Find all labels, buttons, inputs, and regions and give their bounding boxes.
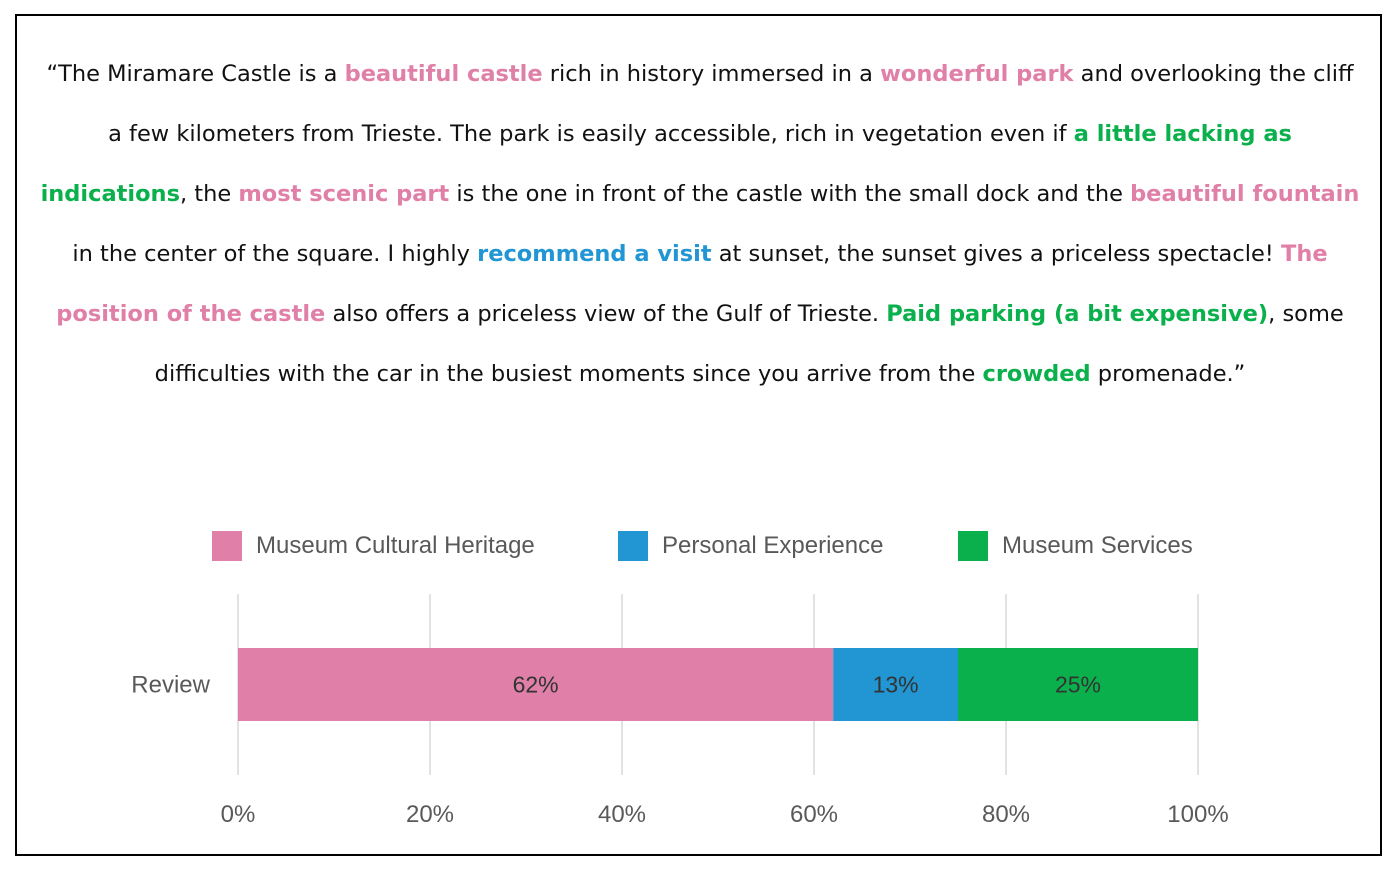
review-text: “The Miramare Castle is a beautiful cast…	[40, 44, 1360, 404]
review-text-segment: rich in history immersed in a	[542, 61, 881, 87]
chart-legend: Museum Cultural Heritage Personal Experi…	[0, 526, 1400, 566]
x-tick-label: 0%	[221, 801, 256, 828]
highlight-services: Paid parking (a bit expensive)	[886, 301, 1269, 327]
highlight-heritage: beautiful fountain	[1130, 181, 1360, 207]
bar-segment-heritage	[238, 648, 834, 721]
legend-label-services: Museum Services	[1002, 532, 1193, 559]
review-text-segment: in the center of the square. I highly	[72, 241, 478, 267]
legend-item-services: Museum Services	[958, 526, 1193, 566]
review-text-segment: at sunset, the sunset gives a priceless …	[711, 241, 1281, 267]
x-tick-label: 20%	[406, 801, 454, 828]
legend-label-heritage: Museum Cultural Heritage	[256, 532, 535, 559]
bar-segment-experience	[833, 648, 958, 721]
highlight-heritage: The position of the castle	[56, 241, 1328, 327]
data-label-experience: 13%	[873, 672, 919, 698]
highlight-experience: recommend a visit	[477, 241, 712, 267]
highlight-heritage: most scenic part	[238, 181, 450, 207]
legend-item-heritage: Museum Cultural Heritage	[212, 526, 535, 566]
review-text-segment: , some difficulties with the car in the …	[154, 301, 1344, 387]
x-tick-label: 100%	[1167, 801, 1228, 828]
figure-frame	[15, 14, 1382, 856]
data-label-services: 25%	[1055, 672, 1101, 698]
legend-swatch-experience	[618, 531, 648, 561]
category-label: Review	[131, 672, 210, 699]
highlight-heritage: beautiful castle	[344, 61, 543, 87]
bar-segment-services	[958, 648, 1198, 721]
review-text-segment: and overlooking the cliff a few kilomete…	[108, 61, 1354, 147]
highlight-services: crowded	[982, 361, 1091, 387]
review-text-segment: promenade.”	[1090, 361, 1246, 387]
legend-item-experience: Personal Experience	[618, 526, 883, 566]
highlight-heritage: wonderful park	[880, 61, 1074, 87]
x-tick-label: 60%	[790, 801, 838, 828]
review-text-segment: also offers a priceless view of the Gulf…	[325, 301, 887, 327]
data-label-heritage: 62%	[513, 672, 559, 698]
review-text-segment: is the one in front of the castle with t…	[449, 181, 1131, 207]
review-text-segment: “The Miramare Castle is a	[46, 61, 345, 87]
legend-swatch-services	[958, 531, 988, 561]
legend-swatch-heritage	[212, 531, 242, 561]
legend-label-experience: Personal Experience	[662, 532, 884, 559]
x-tick-label: 80%	[982, 801, 1030, 828]
highlight-services: a little lacking as indications	[40, 121, 1292, 207]
review-text-segment: , the	[179, 181, 239, 207]
x-tick-label: 40%	[598, 801, 646, 828]
